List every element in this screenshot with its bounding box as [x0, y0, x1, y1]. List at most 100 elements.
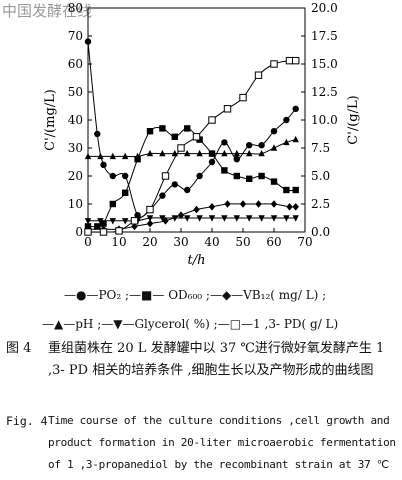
point-vb12-mg-l — [193, 205, 200, 214]
point-1-3-pd-g-l — [161, 172, 170, 180]
point-po2 — [100, 161, 107, 168]
point-od600 — [292, 186, 299, 194]
point-glycerol — [146, 215, 154, 222]
point-vb12-mg-l — [292, 203, 299, 211]
point-po2 — [184, 186, 191, 194]
point-po2 — [84, 38, 92, 45]
point-1-3-pd-g-l — [115, 227, 123, 235]
point-vb12-mg-l — [146, 219, 154, 228]
x-tick-label: 10 — [111, 235, 126, 249]
point-vb12-mg-l — [131, 222, 138, 231]
y-right-tick-label: 0.0 — [311, 225, 330, 239]
point-ph — [84, 152, 92, 160]
point-glycerol — [233, 215, 240, 222]
point-1-3-pd-g-l — [130, 217, 139, 225]
point-od600 — [109, 200, 116, 208]
x-tick-label: 50 — [235, 235, 250, 249]
point-vb12-mg-l — [208, 203, 216, 211]
point-po2 — [94, 130, 101, 138]
point-1-3-pd-g-l — [254, 71, 263, 79]
point-od600 — [94, 223, 101, 230]
point-po2 — [208, 158, 216, 166]
point-ph — [208, 149, 216, 157]
point-ph — [258, 149, 265, 157]
point-glycerol — [84, 218, 92, 225]
y-left-tick-label: 30 — [68, 141, 83, 155]
point-po2 — [109, 172, 117, 180]
point-od600 — [221, 167, 228, 174]
point-po2 — [171, 181, 178, 188]
point-od600 — [100, 220, 107, 227]
chart-labels: 0 10 20 30 40 50 60 70 0 10 20 30 40 50 60 70 80 0.0 2.5 5.… — [43, 1, 361, 268]
point-glycerol — [159, 215, 166, 222]
point-1-3-pd-g-l — [192, 133, 201, 141]
y-left-tick-label: 70 — [68, 29, 83, 43]
point-ph — [196, 149, 203, 157]
point-po2 — [270, 128, 278, 135]
point-glycerol — [258, 215, 265, 222]
point-1-3-pd-g-l — [99, 228, 108, 236]
caption-zh-label: 图 4 — [6, 341, 32, 356]
y-left-tick-label: 80 — [68, 1, 83, 15]
chart-curves — [87, 41, 297, 233]
point-po2 — [159, 192, 166, 199]
point-ph — [109, 152, 116, 160]
point-od600 — [134, 156, 141, 163]
point-vb12-mg-l — [224, 200, 231, 208]
point-1-3-pd-g-l — [208, 116, 216, 124]
caption-zh-text: 重组菌株在 20 L 发酵罐中以 37 ℃进行微好氧发酵产生 1 ,3- PD … — [48, 341, 385, 378]
point-od600 — [146, 128, 154, 135]
y-right-tick-label: 7.5 — [311, 141, 330, 155]
point-od600 — [159, 125, 166, 132]
point-1-3-pd-g-l — [292, 56, 300, 65]
point-vb12-mg-l — [286, 203, 293, 211]
x-tick-label: 20 — [142, 235, 157, 249]
series-line-glycerol — [88, 217, 296, 222]
x-tick-label: 40 — [204, 235, 219, 249]
y-right-tick-label: 20.0 — [311, 1, 338, 15]
point-po2 — [258, 142, 265, 149]
time-course-chart: 0 10 20 30 40 50 60 70 0 10 20 30 40 50 60 70 80 0.0 2.5 5.… — [43, 1, 361, 268]
point-po2 — [292, 105, 299, 113]
point-glycerol — [97, 218, 104, 225]
caption-en-text: Time course of the culture conditions ,c… — [48, 414, 396, 471]
point-1-3-pd-g-l — [84, 228, 92, 236]
point-ph — [146, 149, 154, 157]
point-glycerol — [208, 215, 216, 222]
y-left-axis-label: C'/(mg/L) — [43, 89, 58, 151]
legend-row-2: —▲—pH ;—▼—Glycerol( %) ;—□—1 ,3- PD( g/ … — [42, 317, 339, 331]
point-od600 — [246, 175, 253, 182]
y-left-tick-label: 60 — [68, 57, 83, 71]
point-1-3-pd-g-l — [177, 144, 185, 152]
point-po2 — [196, 172, 203, 180]
y-left-tick-label: 40 — [68, 113, 83, 127]
point-vb12-mg-l — [255, 200, 262, 208]
point-po2 — [246, 142, 253, 149]
point-glycerol — [270, 215, 278, 222]
point-od600 — [283, 186, 290, 194]
y-right-tick-label: 12.5 — [311, 85, 338, 99]
point-ph — [184, 149, 191, 157]
point-vb12-mg-l — [270, 200, 278, 208]
point-po2 — [134, 212, 141, 219]
point-po2 — [233, 156, 240, 163]
point-ph — [283, 138, 290, 146]
point-vb12-mg-l — [177, 211, 185, 219]
point-1-3-pd-g-l — [239, 93, 247, 102]
point-glycerol — [246, 215, 253, 222]
point-od600 — [184, 125, 191, 132]
point-od600 — [258, 172, 265, 180]
series-line-po2 — [87, 41, 297, 218]
x-tick-label: 30 — [173, 235, 188, 249]
y-right-tick-label: 10.0 — [311, 113, 338, 127]
point-glycerol — [292, 215, 299, 222]
x-tick-label: 0 — [84, 235, 92, 249]
caption-en-label: Fig. 4 — [6, 414, 48, 428]
point-vb12-mg-l — [239, 200, 247, 208]
point-1-3-pd-g-l — [223, 105, 232, 113]
point-glycerol — [196, 215, 203, 222]
point-po2 — [221, 139, 228, 146]
watermark-text: 中国发酵在线 — [2, 2, 93, 20]
y-left-tick-label: 20 — [68, 169, 83, 183]
x-tick-label: 70 — [297, 235, 312, 249]
